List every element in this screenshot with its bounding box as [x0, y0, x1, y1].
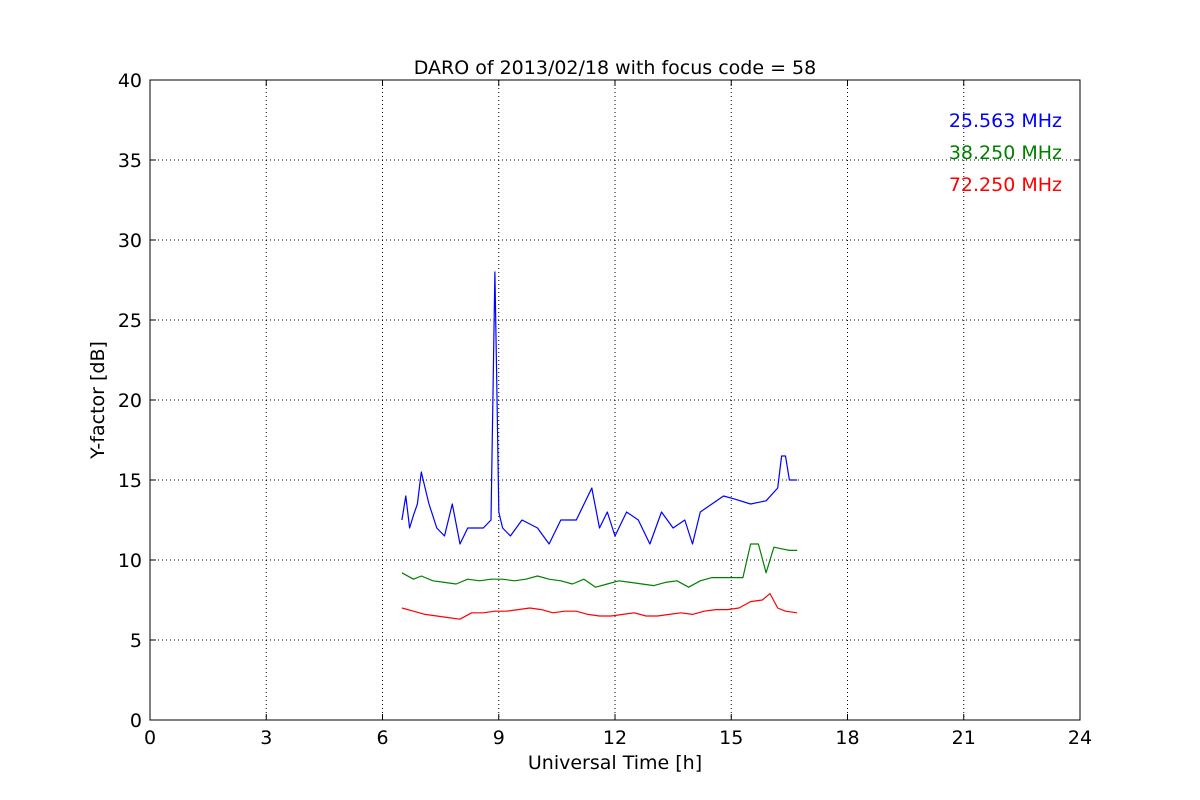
- y-tick-label: 15: [118, 470, 142, 492]
- x-tick-label: 24: [1068, 727, 1092, 749]
- x-tick-label: 0: [144, 727, 156, 749]
- x-tick-label: 15: [719, 727, 743, 749]
- plot-area: [401, 271, 798, 620]
- x-tick-label: 3: [260, 727, 272, 749]
- y-tick-label: 25: [118, 310, 142, 332]
- x-tick-label: 6: [376, 727, 388, 749]
- y-tick-label: 30: [118, 230, 142, 252]
- x-tick-label: 9: [493, 727, 505, 749]
- legend-entry: 38.250 MHz: [949, 142, 1062, 164]
- y-tick-label: 0: [130, 710, 142, 732]
- grid: [150, 80, 1080, 720]
- series-line: [401, 592, 798, 620]
- x-axis-label: Universal Time [h]: [528, 752, 702, 774]
- series-line: [401, 271, 798, 545]
- chart-title: DARO of 2013/02/18 with focus code = 58: [414, 57, 816, 79]
- x-tick-label: 12: [603, 727, 627, 749]
- x-tick-label: 21: [952, 727, 976, 749]
- series-line: [401, 543, 798, 588]
- legend-entry: 25.563 MHz: [949, 110, 1062, 132]
- y-tick-label: 10: [118, 550, 142, 572]
- x-tick-label: 18: [835, 727, 859, 749]
- y-tick-label: 5: [130, 630, 142, 652]
- axis-ticks: 0 3 6 9 12 15 18 21 24 0 5 10 15 20 25 30 35 40: [118, 70, 1092, 749]
- legend: 25.563 MHz 38.250 MHz 72.250 MHz: [949, 110, 1062, 196]
- y-tick-label: 20: [118, 390, 142, 412]
- y-tick-label: 35: [118, 150, 142, 172]
- y-tick-label: 40: [118, 70, 142, 92]
- legend-entry: 72.250 MHz: [949, 174, 1062, 196]
- y-axis-label: Y-factor [dB]: [87, 341, 109, 460]
